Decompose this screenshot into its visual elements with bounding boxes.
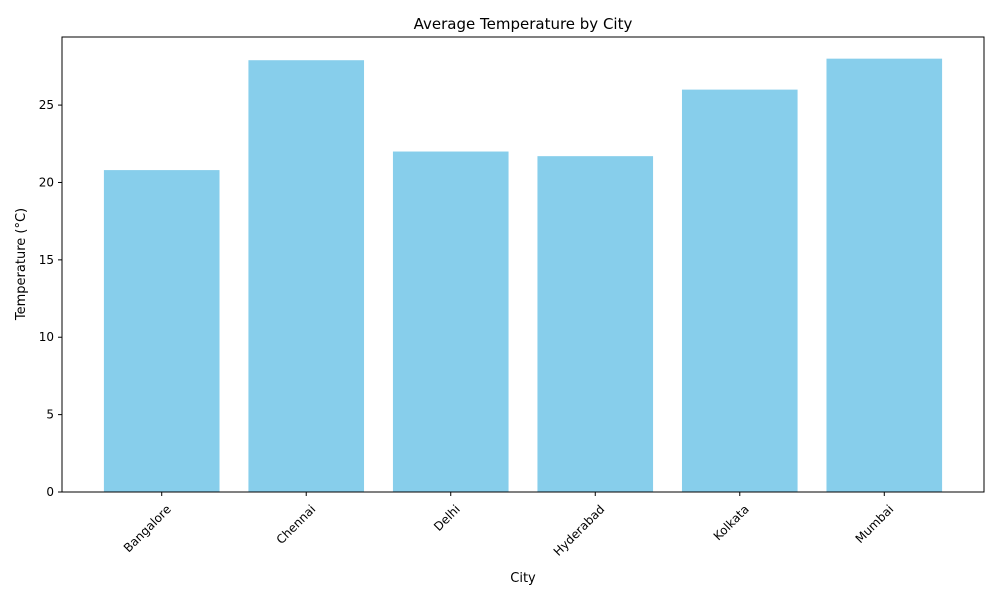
x-tick-label-kolkata: Kolkata bbox=[711, 502, 752, 543]
bar-hyderabad bbox=[537, 156, 654, 492]
x-axis-label: City bbox=[510, 571, 536, 586]
bar-chennai bbox=[248, 60, 365, 492]
bar-kolkata bbox=[681, 89, 798, 492]
y-axis-ticks: 0 5 10 15 20 25 bbox=[39, 98, 62, 499]
y-tick-label-15: 15 bbox=[39, 253, 54, 267]
x-tick-label-bangalore: Bangalore bbox=[121, 502, 174, 555]
chart-title: Average Temperature by City bbox=[414, 15, 633, 33]
y-tick-label-20: 20 bbox=[39, 175, 54, 189]
bars-group bbox=[103, 58, 943, 493]
bar-delhi bbox=[392, 151, 509, 492]
x-tick-label-chennai: Chennai bbox=[274, 502, 319, 547]
bar-bangalore bbox=[103, 170, 220, 492]
y-tick-label-0: 0 bbox=[46, 485, 54, 499]
y-axis-label: Temperature (°C) bbox=[14, 208, 29, 321]
x-tick-label-mumbai: Mumbai bbox=[853, 502, 897, 546]
x-tick-label-delhi: Delhi bbox=[431, 502, 463, 534]
x-axis-ticks: Bangalore Chennai Delhi Hyderabad Kolkata Mum… bbox=[121, 492, 897, 559]
y-tick-label-10: 10 bbox=[39, 330, 54, 344]
y-tick-label-25: 25 bbox=[39, 98, 54, 112]
plot-frame bbox=[61, 36, 985, 493]
y-tick-label-5: 5 bbox=[46, 408, 54, 422]
bar-mumbai bbox=[826, 58, 943, 493]
x-tick-label-hyderabad: Hyderabad bbox=[551, 502, 608, 559]
